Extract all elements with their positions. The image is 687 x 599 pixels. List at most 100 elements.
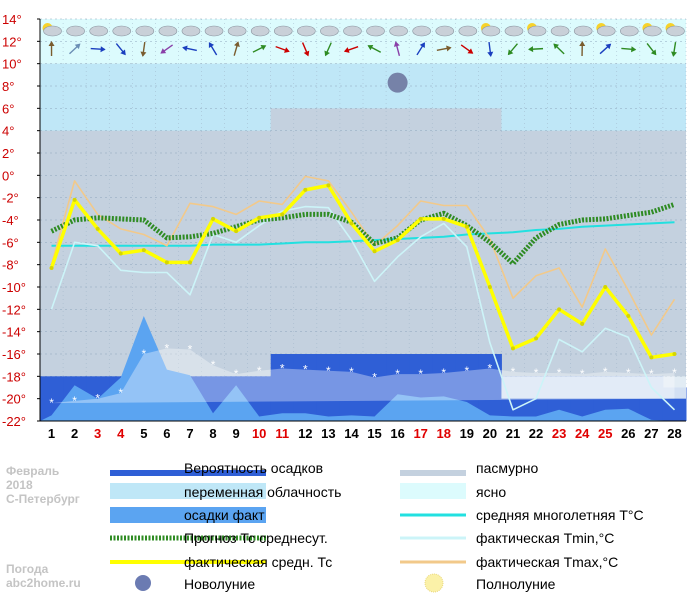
y-tick-label: 14° [2,12,22,27]
x-axis: 1 2 3 4 5 6 7 8 9 10 11 12 13 14 15 16 17 18 19 20 21 22 23 24 2… [40,420,686,441]
wind-arrow-head [208,42,215,48]
snowflake-marker: * [72,394,77,408]
wind-arrow-icon [599,43,612,55]
cloud-icon [250,25,270,37]
cloud-icon [481,25,501,37]
wind-arrow-icon [115,43,126,56]
wind-arrow-icon [460,44,474,54]
snowflake-marker: * [372,370,377,384]
snowflake-marker: * [165,341,170,355]
source-label: Погода abc2home.ru [6,562,81,590]
series-point [372,249,377,254]
wind-arrow-head [631,46,637,53]
snowflake-marker: * [603,365,608,379]
wind-arrow-head [48,41,55,46]
wind-arrow-icon [436,45,452,52]
wind-arrow-icon [416,42,425,56]
wind-arrow-icon [671,41,677,57]
series-line [50,205,676,411]
series-point [72,197,77,202]
wind-arrow-head [234,41,240,47]
legend-label-precip-prob: Вероятность осадков [184,460,324,476]
cloud-icon [320,25,339,37]
series-point [557,307,562,312]
legend [110,470,466,593]
cloud-icon [343,25,362,37]
y-tick-label: -22° [2,414,26,429]
wind-arrow-head [160,48,167,54]
cloud-icon [435,25,455,37]
cloud-icon [43,25,62,37]
snowflake-marker: * [118,386,123,400]
wind-arrow-icon [343,46,359,53]
legend-swatch-precip-fact [110,507,266,523]
cloud-icon [643,25,662,37]
wind-arrow-icon [233,41,240,56]
snowflake-marker: * [141,347,146,361]
legend-label-overcast: пасмурно [476,460,539,476]
series-point [418,216,423,221]
wind-arrow-icon [208,42,218,56]
wind-arrow-head [650,49,657,56]
wind-arrow-icon [324,42,332,57]
y-tick-label: -16° [2,347,26,362]
y-tick-label: -18° [2,369,26,384]
wind-arrow-icon [140,41,147,57]
cloud-icon [389,25,408,37]
series-point [649,355,654,360]
wind-arrow-head [393,41,400,47]
cloud-icon [527,25,547,37]
series-point [211,216,216,221]
snowflake-marker: * [234,367,239,381]
snowflake-marker: * [395,367,400,381]
legend-swatch-overcast [400,470,466,476]
cloud-icon [158,25,178,37]
legend-label-tavg: фактическая средн. Тс [184,554,333,570]
x-tick-label: 14 [344,426,359,441]
new-moon-icon [135,575,151,591]
year-text: 2018 [6,478,33,492]
cloud-icon [596,25,616,37]
y-tick-label: -10° [2,280,26,295]
wind-arrow-icon [487,41,494,57]
month-label: Февраль 2018 С-Петербург [6,464,80,506]
snowflake-marker: * [626,366,631,380]
wind-arrow-icon [646,43,657,56]
x-tick-label: 2 [71,426,78,441]
series-point [672,352,677,356]
snowflake-marker: * [418,367,423,381]
wind-arrow-icon [621,46,637,53]
wind-arrow-icon [275,45,290,53]
series-line [49,183,675,360]
x-tick-label: 16 [390,426,404,441]
cloud-icon [412,25,431,37]
y-tick-label: 0° [2,168,14,183]
x-tick-label: 23 [552,426,566,441]
wind-arrow-head [74,43,81,50]
wind-arrow-icon [160,44,174,54]
cloud-icon [89,25,108,37]
weather-chart: * * * ** * *** * * * * * * * * * * * * * * * * * * * 14°12°10°8°… [2,12,687,441]
wind-arrow-icon [579,41,586,57]
legend-swatch-precip-prob [110,470,266,476]
y-tick-label: 12° [2,34,22,49]
wind-arrow-head [671,51,677,57]
cloud-icon [112,25,132,37]
snowflake-marker: * [257,364,262,378]
precip-prob-bar [293,354,318,421]
cloud-icon [204,25,224,37]
x-tick-label: 5 [140,426,147,441]
legend-label-full-moon: Полнолуние [476,576,556,592]
month-text: Февраль [6,464,60,478]
y-tick-label: -4° [2,213,19,228]
snowflake-marker: * [303,363,308,377]
y-tick-label: 4° [2,124,14,139]
wind-arrow-head [343,47,350,53]
x-tick-label: 11 [275,426,289,441]
series-point [464,224,469,229]
new-moon-marker [387,72,408,93]
wind-arrow-head [579,41,586,47]
legend-swatch-partly [110,483,266,499]
x-tick-label: 4 [117,426,125,441]
series-point [234,229,239,234]
